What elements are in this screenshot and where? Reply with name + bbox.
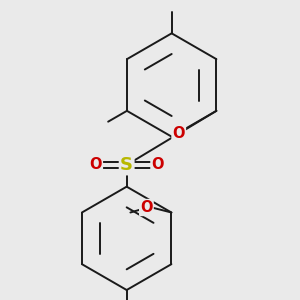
Text: O: O (172, 126, 185, 141)
Text: O: O (140, 200, 153, 215)
Text: O: O (89, 158, 102, 172)
Text: O: O (152, 158, 164, 172)
Text: S: S (120, 156, 133, 174)
